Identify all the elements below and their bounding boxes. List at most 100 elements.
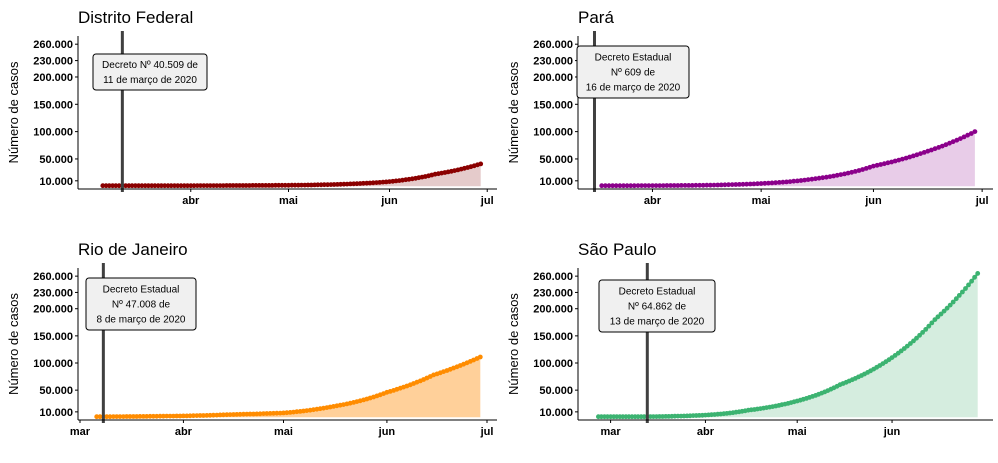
data-point <box>729 182 735 188</box>
data-point <box>697 182 702 188</box>
x-tick-label: mai <box>788 426 807 438</box>
data-point <box>139 183 145 189</box>
annotation-text: Nº 64.862 de <box>628 302 687 313</box>
data-point <box>274 410 280 416</box>
data-point <box>664 183 670 188</box>
data-point <box>237 183 243 188</box>
data-point <box>679 183 684 188</box>
data-point <box>907 154 913 160</box>
y-tick-label: 230.000 <box>33 287 73 299</box>
chart-panel: Distrito Federal Número de casos 10.000 50.… <box>6 8 497 207</box>
data-point <box>842 171 847 177</box>
data-point <box>174 413 180 419</box>
data-point <box>185 183 190 189</box>
data-point <box>914 152 920 158</box>
data-point <box>956 293 962 298</box>
x-tick-label: jul <box>975 195 989 207</box>
data-point <box>816 175 822 181</box>
data-point <box>97 414 103 420</box>
y-axis-label: Número de casos <box>6 61 21 163</box>
data-point <box>892 158 898 164</box>
annotation-text: Decreto Estadual <box>619 287 696 298</box>
data-point <box>925 148 931 154</box>
data-point <box>700 182 706 188</box>
data-point <box>941 308 947 314</box>
data-point <box>947 140 952 146</box>
y-tick-label: 10.000 <box>539 407 573 419</box>
data-point <box>129 183 135 189</box>
data-point <box>936 145 942 150</box>
data-point <box>958 136 963 142</box>
y-tick-label: 200.000 <box>33 72 73 84</box>
data-point <box>966 282 971 288</box>
data-point <box>932 317 938 322</box>
chart-title: Distrito Federal <box>78 8 193 27</box>
data-point <box>733 182 739 187</box>
data-point <box>903 155 909 161</box>
data-point <box>791 178 797 184</box>
y-tick-label: 10.000 <box>39 176 73 188</box>
data-point <box>657 183 663 189</box>
y-tick-label: 50.000 <box>539 385 573 397</box>
annotation-box <box>92 53 208 91</box>
data-point <box>152 183 158 189</box>
data-point <box>106 183 112 189</box>
x-tick-label: jun <box>864 195 882 207</box>
y-tick-label: 150.000 <box>533 331 573 343</box>
data-point <box>929 320 935 326</box>
data-point <box>776 180 782 185</box>
y-tick-label: 100.000 <box>33 127 73 139</box>
chart-panel: Rio de Janeiro Número de casos 10.000 50.00… <box>6 240 497 438</box>
data-point <box>938 311 944 317</box>
data-point <box>197 413 203 418</box>
data-point <box>478 161 484 167</box>
y-tick-label: 100.000 <box>33 358 73 370</box>
data-point <box>926 323 932 329</box>
data-point <box>889 159 894 165</box>
data-point <box>871 163 876 169</box>
data-point <box>131 414 136 419</box>
data-point <box>107 414 113 420</box>
data-point <box>671 183 677 188</box>
data-point <box>935 314 941 320</box>
data-point <box>769 180 775 186</box>
data-point <box>954 137 960 143</box>
data-point <box>965 132 970 138</box>
data-point <box>299 182 304 188</box>
data-point <box>624 183 630 189</box>
y-tick-label: 200.000 <box>33 304 73 316</box>
y-tick-label: 50.000 <box>539 154 573 166</box>
y-tick-label: 50.000 <box>39 385 73 397</box>
x-tick-label: abr <box>182 195 200 207</box>
x-tick-label: abr <box>697 426 715 438</box>
data-point <box>975 271 981 276</box>
data-point <box>227 412 233 417</box>
data-point <box>653 183 659 189</box>
data-point <box>477 354 483 360</box>
y-tick-label: 260.000 <box>33 39 73 51</box>
data-point <box>211 412 216 418</box>
data-point <box>137 414 143 419</box>
data-point <box>860 167 865 172</box>
data-point <box>923 327 929 332</box>
annotation-text: Decreto Estadual <box>103 285 180 296</box>
annotation-text: Decreto Nº 40.509 de <box>102 60 198 71</box>
data-point <box>263 183 269 188</box>
data-point <box>230 183 236 188</box>
data-point <box>969 278 974 284</box>
data-point <box>104 414 110 420</box>
data-point <box>642 183 648 189</box>
data-point <box>917 332 922 338</box>
data-point <box>264 411 270 416</box>
data-point <box>805 177 811 183</box>
data-point <box>639 183 644 189</box>
data-point <box>852 169 858 174</box>
x-tick-label: mai <box>279 195 298 207</box>
data-point <box>201 413 206 418</box>
annotation-text: 11 de março de 2020 <box>103 75 197 86</box>
data-point <box>780 179 786 185</box>
y-tick-label: 260.000 <box>33 271 73 283</box>
annotation-text: 16 de março de 2020 <box>586 83 681 94</box>
data-point <box>947 302 953 308</box>
